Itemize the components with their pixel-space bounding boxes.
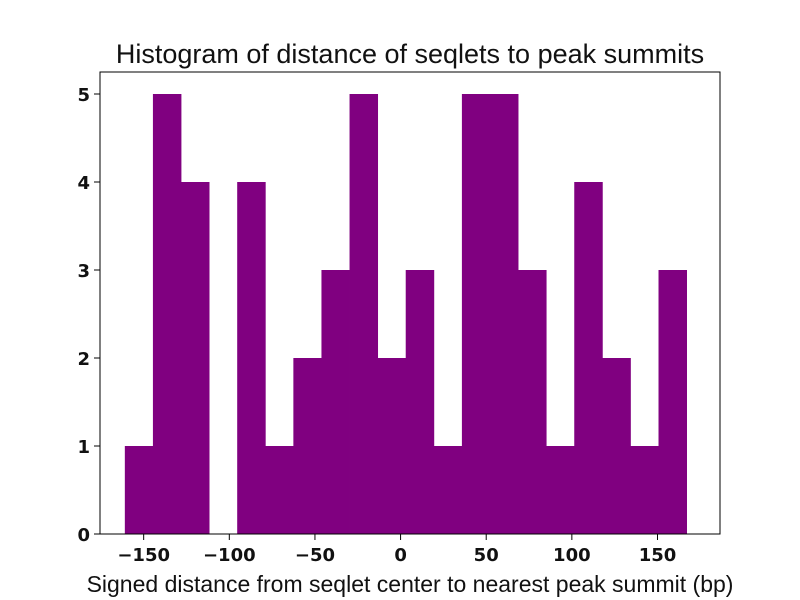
x-tick-label: 100 — [553, 545, 591, 566]
histogram-bar-11 — [405, 270, 435, 534]
histogram-bar-2 — [152, 94, 182, 534]
histogram-bar-17 — [574, 182, 603, 534]
histogram-bar-16 — [546, 446, 575, 534]
y-tick-label: 2 — [77, 349, 90, 370]
x-tick-label: 50 — [474, 545, 499, 566]
x-axis-label: Signed distance from seqlet center to ne… — [87, 571, 734, 597]
y-tick-label: 0 — [77, 525, 90, 546]
histogram-bar-20 — [658, 270, 688, 534]
histogram-bar-1 — [124, 446, 154, 534]
histogram-bar-6 — [265, 446, 294, 534]
y-tick-label: 5 — [77, 85, 90, 106]
histogram-bar-3 — [181, 182, 210, 534]
plot-frame — [99, 71, 721, 535]
histogram-bar-10 — [377, 358, 407, 534]
x-tick-label: 150 — [639, 545, 677, 566]
histogram-bar-8 — [321, 270, 350, 534]
histogram-bar-5 — [237, 182, 266, 534]
histogram-bar-7 — [293, 358, 322, 534]
x-tick-label: −100 — [203, 545, 256, 566]
histogram-bar-14 — [489, 94, 519, 534]
y-tick-label: 4 — [77, 173, 90, 194]
histogram-bar-12 — [433, 446, 463, 534]
y-tick-label: 1 — [77, 437, 90, 458]
x-axis-ticks: −150 −100 −50 0 50 100 150 — [117, 534, 676, 566]
histogram-bars — [124, 94, 688, 534]
histogram-bar-13 — [461, 94, 491, 534]
histogram-bar-9 — [349, 94, 379, 534]
chart-title: Histogram of distance of seqlets to peak… — [116, 39, 704, 69]
x-tick-label: 0 — [394, 545, 407, 566]
histogram-bar-18 — [602, 358, 631, 534]
y-axis-ticks: 0 1 2 3 4 5 — [77, 85, 100, 546]
histogram-bar-15 — [518, 270, 547, 534]
x-tick-label: −50 — [295, 545, 335, 566]
x-tick-label: −150 — [117, 545, 170, 566]
histogram-bar-19 — [630, 446, 659, 534]
y-tick-label: 3 — [77, 261, 90, 282]
